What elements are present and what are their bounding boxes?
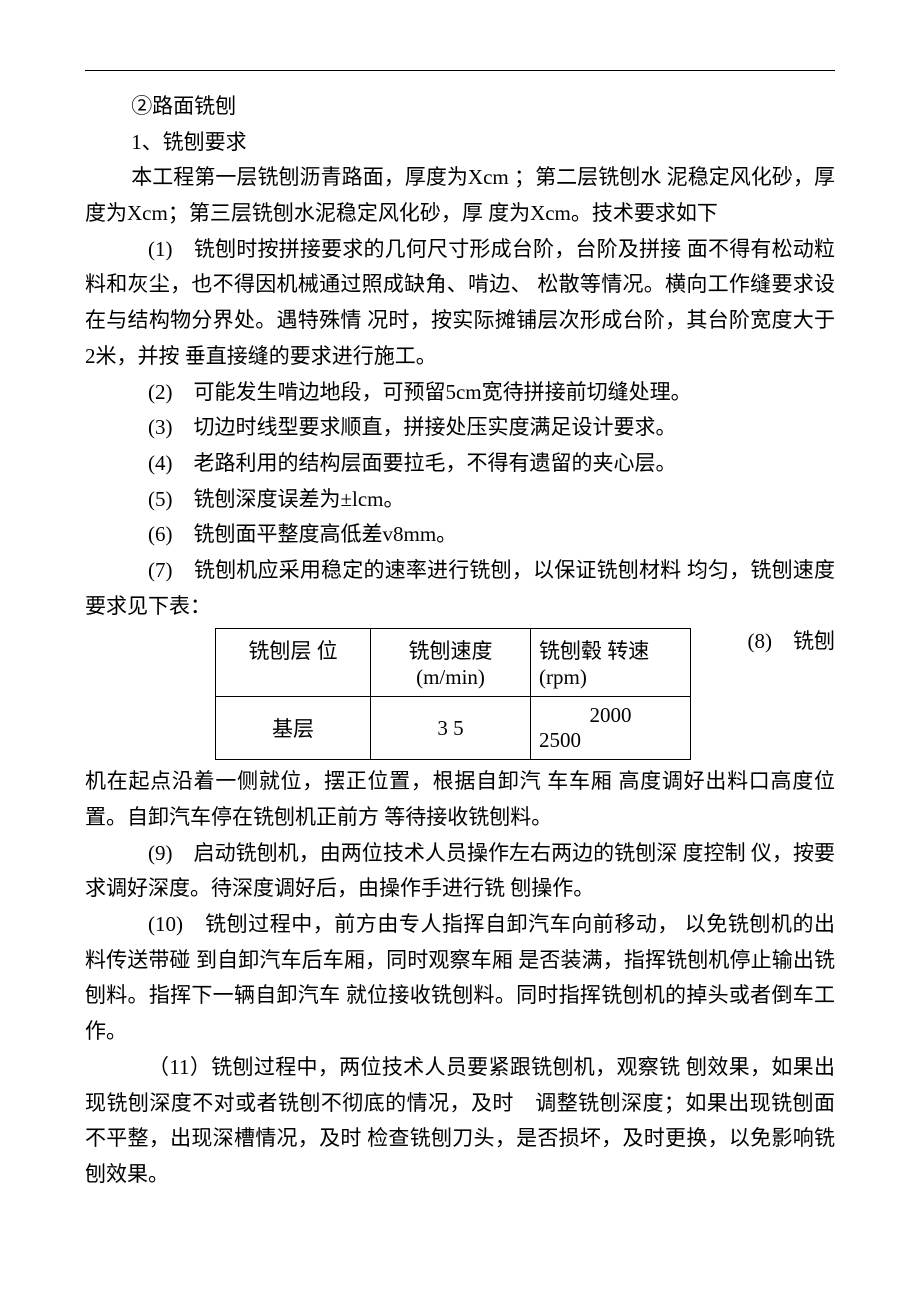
table-header-rpm: 铣刨毂 转速(rpm) xyxy=(531,629,691,697)
item-1: (1) 铣刨时按拼接要求的几何尺寸形成台阶，台阶及拼接 面不得有松动粒料和灰尘，… xyxy=(85,232,835,375)
item-10: (10) 铣刨过程中，前方由专人指挥自卸汽车向前移动， 以免铣刨机的出料传送带碰… xyxy=(85,907,835,1050)
rpm-value-1: 2000 xyxy=(539,703,682,728)
table-header-layer: 铣刨层 位 xyxy=(216,629,371,697)
milling-speed-table: 铣刨层 位 铣刨速度(m/min) 铣刨毂 转速(rpm) 基层 3 5 200… xyxy=(215,628,691,760)
item-2: (2) 可能发生啃边地段，可预留5cm宽待拼接前切缝处理。 xyxy=(85,375,835,411)
item-6: (6) 铣刨面平整度高低差v8mm。 xyxy=(85,517,835,553)
intro-paragraph: 本工程第一层铣刨沥青路面，厚度为Xcm ；第二层铣刨水 泥稳定风化砂，厚度为Xc… xyxy=(85,160,835,231)
table-header-speed: 铣刨速度(m/min) xyxy=(371,629,531,697)
item-8-label: (8) 铣刨 xyxy=(736,624,836,660)
table-cell-speed: 3 5 xyxy=(371,697,531,760)
table-cell-layer: 基层 xyxy=(216,697,371,760)
item-4: (4) 老路利用的结构层面要拉毛，不得有遗留的夹心层。 xyxy=(85,446,835,482)
item-5: (5) 铣刨深度误差为±lcm。 xyxy=(85,482,835,518)
table-header-row: 铣刨层 位 铣刨速度(m/min) 铣刨毂 转速(rpm) xyxy=(216,629,691,697)
table-cell-rpm: 2000 2500 xyxy=(531,697,691,760)
item-9: (9) 启动铣刨机，由两位技术人员操作左右两边的铣刨深 度控制 仪，按要求调好深… xyxy=(85,836,835,907)
item-8-body: 机在起点沿着一侧就位，摆正位置，根据自卸汽 车车厢 高度调好出料口高度位置。自卸… xyxy=(85,764,835,835)
item-3: (3) 切边时线型要求顺直，拼接处压实度满足设计要求。 xyxy=(85,410,835,446)
table-row: 基层 3 5 2000 2500 xyxy=(216,697,691,760)
page-top-divider xyxy=(85,70,835,71)
rpm-value-2: 2500 xyxy=(539,728,682,753)
section-title: ②路面铣刨 xyxy=(85,89,835,125)
subsection-title: 1、铣刨要求 xyxy=(85,125,835,161)
item-7: (7) 铣刨机应采用稳定的速率进行铣刨，以保证铣刨材料 均匀，铣刨速度要求见下表… xyxy=(85,553,835,624)
item-11: （11）铣刨过程中，两位技术人员要紧跟铣刨机，观察铣 刨效果，如果出现铣刨深度不… xyxy=(85,1050,835,1193)
